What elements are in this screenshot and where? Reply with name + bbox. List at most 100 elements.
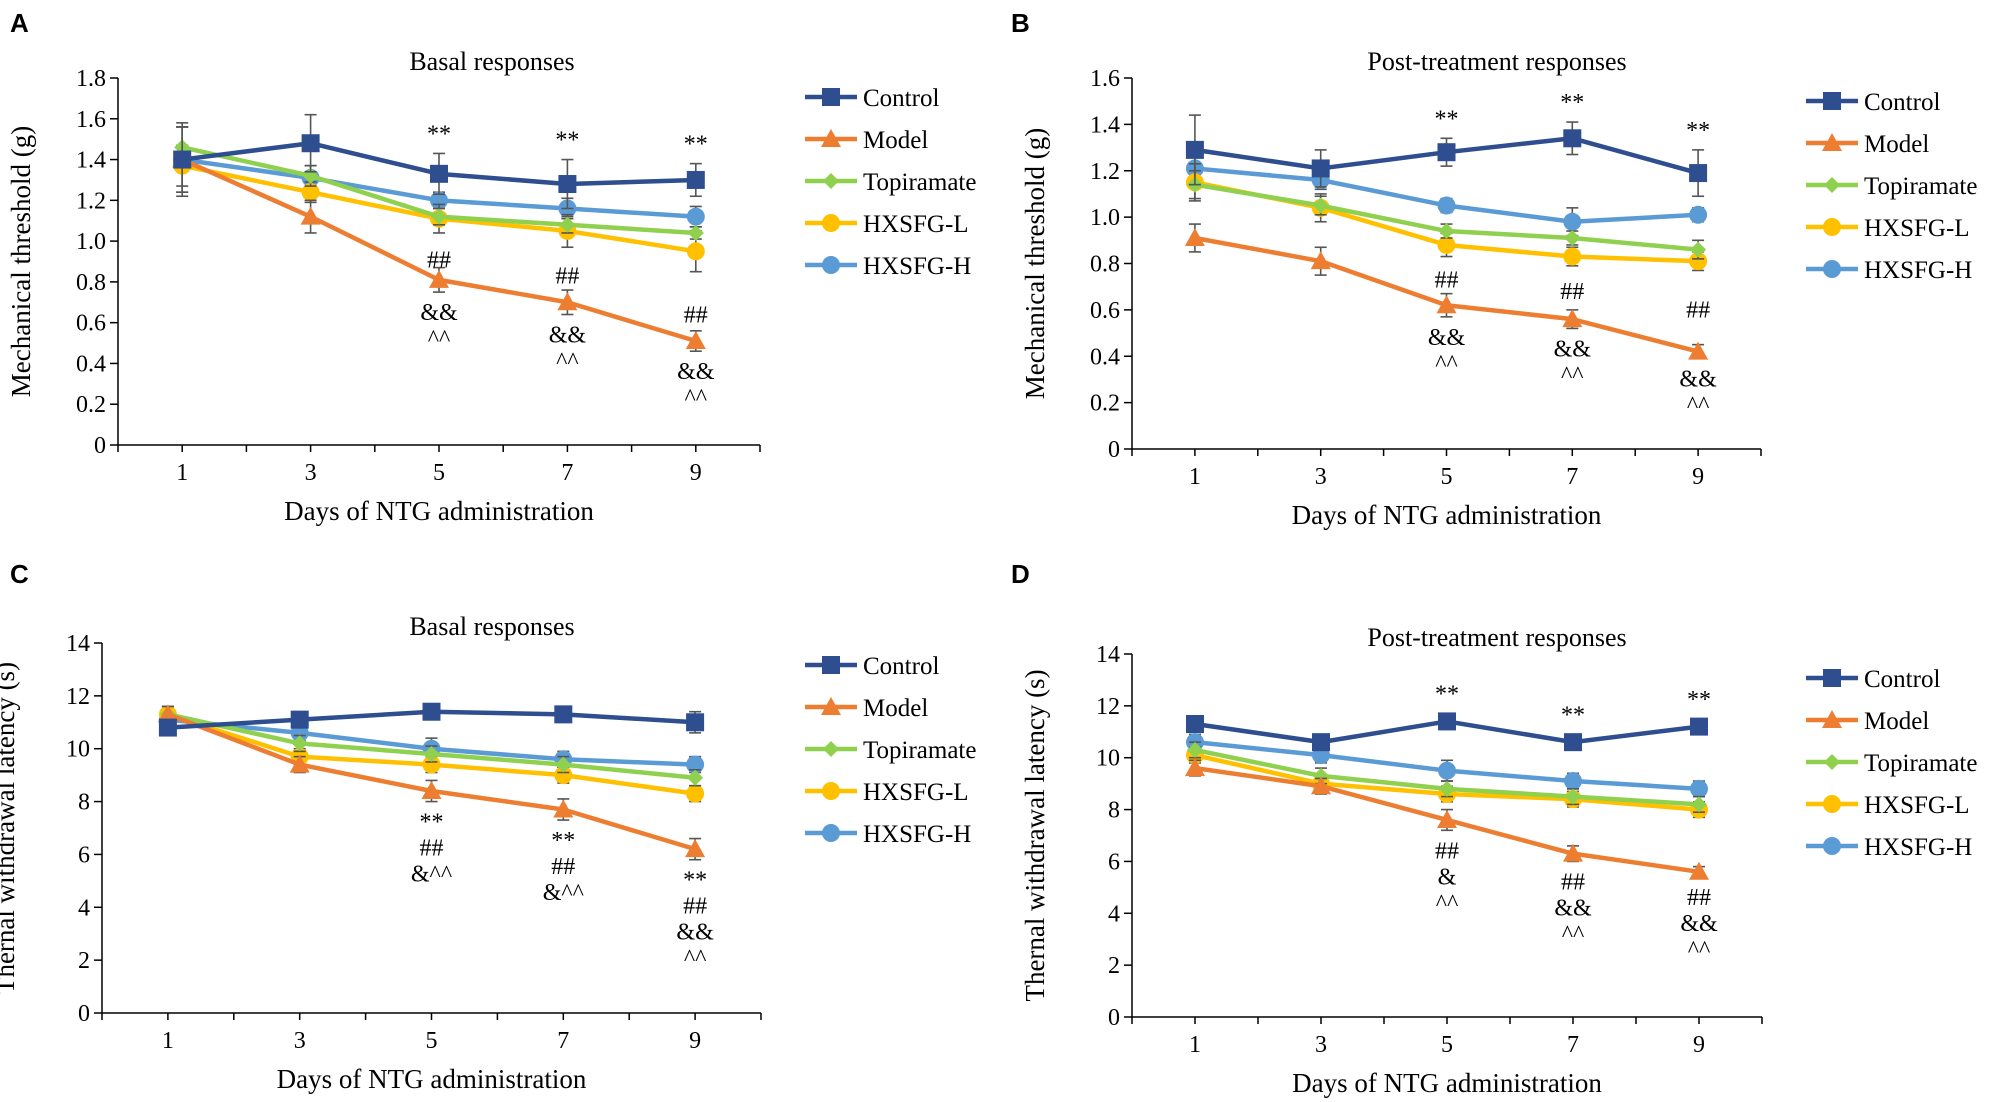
significance-annotation: ## — [1435, 267, 1459, 293]
x-axis-label: Days of NTG administration — [1292, 1068, 1602, 1098]
data-point — [1437, 143, 1456, 162]
data-point — [1436, 295, 1457, 314]
data-point — [1438, 761, 1456, 780]
legend-item-control: Control — [805, 653, 939, 680]
data-point — [423, 746, 440, 762]
legend-label: Topiramate — [863, 169, 976, 196]
legend-item-hxsfg-l: HXSFG-L — [805, 779, 969, 806]
x-tick-label: 1 — [162, 1028, 174, 1054]
annotation-text: ** — [420, 810, 444, 836]
chart-title: Post-treatment responses — [1367, 47, 1626, 76]
data-point — [1439, 780, 1455, 797]
annotation-text: && — [1554, 895, 1592, 921]
annotation-text: ** — [555, 128, 579, 154]
annotation-text: ^^ — [1562, 921, 1585, 947]
y-axis-label: Thernal withdrawal latency (s) — [1020, 669, 1050, 1001]
data-point — [686, 242, 705, 261]
data-point — [301, 134, 320, 153]
data-point — [558, 175, 577, 194]
data-point — [1689, 164, 1708, 183]
annotation-text: ** — [684, 132, 708, 158]
annotation-text: ** — [1687, 687, 1711, 713]
significance-annotation: ##&&^^ — [1680, 885, 1718, 963]
legend: Control Model Topiramate HXSFG-L HXSFG-H — [805, 85, 976, 280]
data-point — [1186, 715, 1204, 734]
data-point — [422, 702, 441, 721]
annotation-text: ** — [1561, 702, 1585, 728]
x-axis-label: Days of NTG administration — [284, 496, 594, 526]
legend-marker — [822, 214, 840, 232]
annotation-text: ** — [1435, 682, 1459, 708]
data-point — [300, 206, 321, 225]
significance-annotation: ## — [684, 302, 708, 328]
significance-annotation: ** — [555, 128, 579, 154]
significance-annotation: ** — [1686, 118, 1710, 144]
x-tick-label: 3 — [1315, 1032, 1327, 1058]
legend-label: Model — [1864, 708, 1929, 735]
significance-annotation: ** — [1435, 106, 1459, 132]
significance-annotation: **##&^^ — [411, 810, 452, 888]
annotation-text: && — [1680, 911, 1718, 937]
significance-annotation: &&^^ — [549, 323, 587, 375]
series-control — [173, 113, 705, 210]
data-point — [290, 710, 309, 729]
legend-marker — [823, 173, 839, 189]
y-tick-label: 0.2 — [76, 392, 106, 418]
legend-item-control: Control — [1806, 89, 1940, 116]
annotation-text: ** — [1560, 90, 1584, 116]
annotation-text: ^^ — [428, 326, 451, 352]
data-point — [1562, 309, 1583, 328]
panel-b: B Post-treatment responses 0 0.2 0.4 0.6 0.8 1.… — [1001, 0, 2002, 551]
data-point — [1185, 140, 1204, 159]
legend-marker — [1822, 710, 1842, 728]
significance-annotation: **##&&^^ — [676, 868, 714, 972]
legend: Control Model Topiramate HXSFG-L HXSFG-H — [1806, 89, 1977, 284]
legend-label: HXSFG-H — [1864, 257, 1972, 284]
y-tick-label: 0.8 — [76, 270, 106, 296]
data-point — [685, 839, 706, 858]
significance-annotation: ** — [1435, 682, 1459, 708]
annotation-text: ## — [1435, 838, 1459, 864]
y-tick-label: 0 — [1108, 1005, 1120, 1031]
y-tick-label: 1.0 — [76, 229, 106, 255]
axes: 0 0.2 0.4 0.6 0.8 1.0 1.2 1.4 1.6 1 3 5 7 9 — [1090, 66, 1762, 490]
legend-item-topiramate: Topiramate — [805, 169, 976, 196]
annotation-text: ^^ — [684, 946, 707, 972]
data-point — [1565, 788, 1581, 805]
y-axis-label: Thernal withdrawal latency (s) — [0, 662, 20, 994]
legend-item-model: Model — [805, 127, 928, 154]
series-control — [1185, 114, 1708, 198]
legend-marker — [1823, 669, 1841, 687]
annotation-text: ## — [1435, 267, 1459, 293]
annotation-text: ^^ — [1688, 937, 1711, 963]
legend-marker — [1823, 92, 1841, 110]
legend-marker — [1824, 754, 1840, 770]
data-point — [173, 150, 192, 169]
y-tick-label: 6 — [78, 842, 90, 868]
significance-annotation: ## — [427, 247, 451, 273]
annotation-text: && — [1679, 367, 1717, 393]
y-tick-label: 0.2 — [1090, 391, 1120, 417]
legend-label: HXSFG-L — [1864, 215, 1970, 242]
annotation-text: ## — [551, 854, 575, 880]
legend-item-control: Control — [1806, 666, 1940, 693]
legend-marker — [1823, 795, 1841, 813]
y-axis-label: Mechanical threshold (g) — [6, 126, 36, 397]
legend-label: HXSFG-L — [863, 779, 969, 806]
y-tick-label: 10 — [66, 737, 90, 763]
panel-label: D — [1011, 559, 1030, 589]
legend-item-model: Model — [1806, 131, 1929, 158]
legend-item-hxsfg-h: HXSFG-H — [805, 253, 971, 280]
data-point — [157, 704, 178, 723]
data-point — [1187, 741, 1203, 758]
annotation-text: ^^ — [556, 349, 579, 375]
y-tick-label: 6 — [1108, 849, 1120, 875]
annotation-text: ** — [1435, 106, 1459, 132]
annotation-text: & — [1438, 864, 1457, 890]
data-point — [1437, 196, 1456, 215]
annotation-text: ** — [683, 868, 707, 894]
data-point — [1311, 159, 1330, 178]
legend-item-topiramate: Topiramate — [1806, 750, 1977, 777]
legend-label: Control — [863, 85, 939, 112]
data-point — [1690, 241, 1707, 258]
